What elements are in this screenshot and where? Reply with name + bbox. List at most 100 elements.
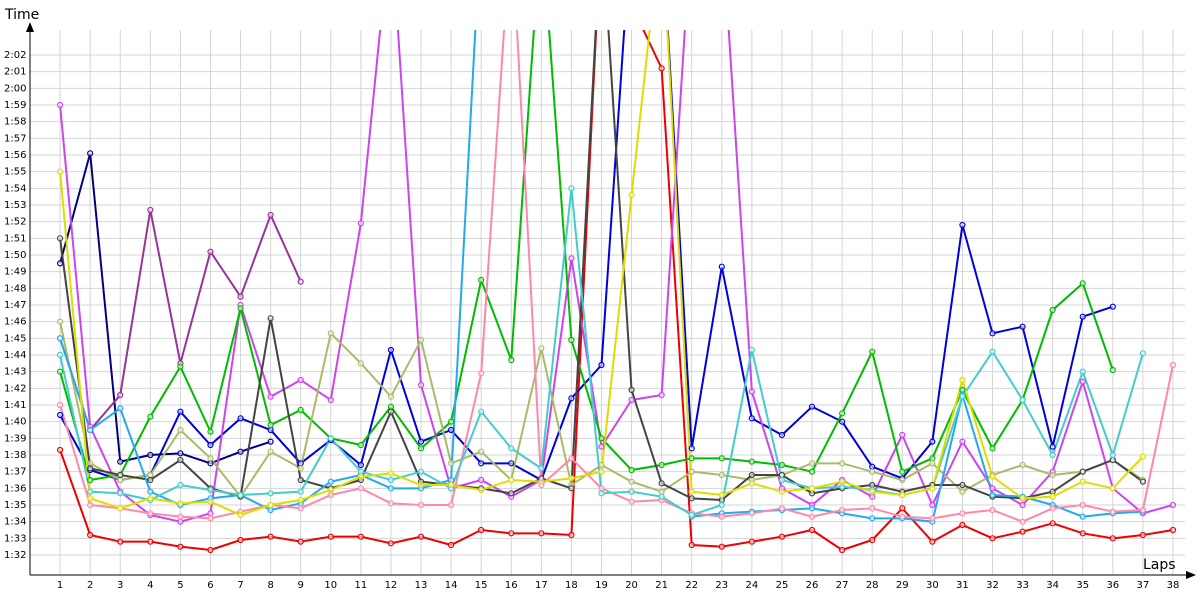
data-point bbox=[568, 395, 575, 402]
data-point bbox=[417, 481, 425, 489]
x-tick-label: 5 bbox=[177, 580, 183, 591]
y-tick-label: 1:56 bbox=[4, 150, 26, 161]
data-point bbox=[959, 481, 966, 489]
data-point bbox=[778, 476, 786, 484]
data-point bbox=[56, 260, 64, 267]
data-point bbox=[297, 538, 304, 545]
data-point bbox=[56, 401, 64, 409]
data-point bbox=[959, 386, 966, 394]
x-tick-label: 31 bbox=[956, 580, 969, 591]
data-point bbox=[748, 458, 755, 465]
data-point bbox=[177, 426, 184, 434]
x-tick-label: 3 bbox=[117, 580, 123, 591]
data-point bbox=[207, 546, 214, 554]
data-point bbox=[1169, 501, 1177, 509]
data-point bbox=[598, 468, 605, 475]
data-point bbox=[778, 533, 786, 540]
data-point bbox=[688, 455, 695, 462]
data-point bbox=[658, 480, 665, 487]
data-point bbox=[1169, 361, 1177, 369]
data-point bbox=[56, 411, 64, 419]
data-point bbox=[628, 386, 635, 394]
y-tick-label: 1:53 bbox=[4, 200, 26, 211]
data-point bbox=[568, 185, 575, 192]
data-point bbox=[748, 480, 755, 487]
data-point bbox=[297, 278, 304, 285]
data-point bbox=[1139, 453, 1146, 460]
data-point bbox=[327, 330, 334, 337]
y-tick-label: 1:38 bbox=[4, 450, 26, 461]
data-point bbox=[1079, 513, 1086, 520]
series-line bbox=[59, 30, 1174, 523]
x-tick-label: 2 bbox=[87, 580, 93, 591]
data-point bbox=[56, 446, 64, 454]
data-point bbox=[598, 361, 605, 369]
data-point bbox=[1019, 461, 1026, 469]
data-point bbox=[1109, 485, 1116, 492]
data-point bbox=[899, 491, 906, 499]
data-point bbox=[207, 441, 214, 449]
data-point bbox=[447, 476, 455, 484]
data-point bbox=[598, 485, 605, 492]
x-tick-label: 27 bbox=[836, 580, 849, 591]
data-point bbox=[959, 521, 966, 529]
series-line bbox=[59, 30, 1114, 482]
x-tick-label: 13 bbox=[415, 580, 428, 591]
data-point bbox=[508, 530, 515, 537]
data-point bbox=[237, 293, 244, 300]
data-point bbox=[628, 191, 635, 199]
y-tick-label: 2:01 bbox=[4, 67, 26, 78]
data-point bbox=[688, 495, 695, 502]
data-point bbox=[1019, 495, 1026, 502]
data-point bbox=[568, 475, 575, 482]
data-point bbox=[478, 370, 485, 377]
x-tick-label: 21 bbox=[655, 580, 668, 591]
x-tick-label: 15 bbox=[475, 580, 488, 591]
x-tick-label: 26 bbox=[806, 580, 819, 591]
x-tick-label: 1 bbox=[57, 580, 63, 591]
data-point bbox=[508, 490, 515, 497]
data-point bbox=[778, 431, 786, 439]
data-point bbox=[177, 518, 184, 525]
y-tick-label: 1:40 bbox=[4, 417, 26, 428]
data-point bbox=[778, 488, 786, 495]
data-point bbox=[899, 513, 906, 520]
x-tick-label: 8 bbox=[267, 580, 273, 591]
data-point bbox=[177, 543, 184, 550]
data-point bbox=[478, 460, 485, 467]
data-point bbox=[1109, 366, 1116, 374]
data-point bbox=[538, 478, 545, 485]
data-point bbox=[237, 491, 244, 499]
data-point bbox=[117, 476, 124, 484]
y-tick-label: 1:51 bbox=[4, 233, 26, 244]
y-tick-label: 1:50 bbox=[4, 250, 26, 261]
y-axis-title: Time bbox=[4, 7, 39, 23]
data-point bbox=[207, 455, 214, 462]
y-tick-label: 1:48 bbox=[4, 283, 26, 294]
data-point bbox=[869, 348, 876, 355]
data-point bbox=[387, 408, 395, 415]
data-point bbox=[447, 460, 455, 467]
data-point bbox=[808, 403, 816, 410]
data-point bbox=[748, 388, 755, 395]
data-point bbox=[808, 526, 816, 534]
data-point bbox=[688, 541, 695, 549]
y-tick-label: 1:47 bbox=[4, 300, 26, 311]
data-point bbox=[869, 515, 876, 522]
y-tick-label: 1:39 bbox=[4, 433, 26, 444]
data-point bbox=[478, 486, 485, 494]
data-point bbox=[598, 490, 605, 497]
x-axis-arrow bbox=[1186, 571, 1196, 579]
data-point bbox=[207, 510, 214, 517]
data-point bbox=[387, 403, 395, 410]
data-point bbox=[237, 415, 244, 422]
data-point bbox=[1139, 531, 1146, 539]
x-tick-label: 33 bbox=[1016, 580, 1029, 591]
data-point bbox=[658, 488, 665, 495]
data-point bbox=[748, 471, 755, 479]
data-point bbox=[147, 476, 154, 484]
data-point bbox=[808, 460, 816, 467]
data-point bbox=[778, 461, 786, 469]
data-point bbox=[1019, 396, 1026, 404]
